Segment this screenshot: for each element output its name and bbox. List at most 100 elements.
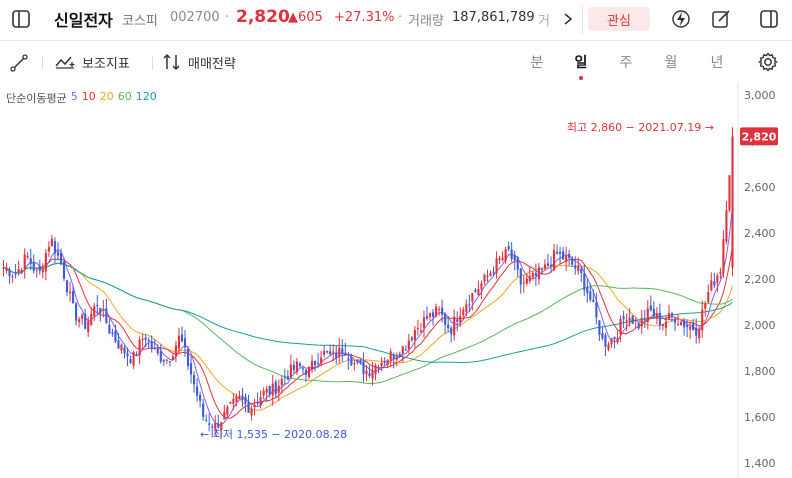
candle-body bbox=[50, 238, 53, 247]
candle-body bbox=[713, 281, 716, 286]
favorite-button[interactable]: 관심 bbox=[588, 7, 650, 31]
edit-icon[interactable] bbox=[710, 8, 732, 30]
candle-body bbox=[471, 293, 474, 302]
ma-line-120 bbox=[3, 262, 733, 363]
price-change-percent: +27.31% bbox=[334, 10, 395, 25]
period-tab-minute[interactable]: 분 bbox=[530, 55, 544, 71]
header-divider-line bbox=[0, 40, 792, 41]
candle-body bbox=[359, 360, 362, 364]
candle-body bbox=[189, 363, 193, 375]
candle-body bbox=[549, 264, 553, 267]
candle-body bbox=[450, 327, 453, 334]
candle-body bbox=[5, 268, 8, 271]
candle-body bbox=[93, 306, 96, 317]
candle-body bbox=[32, 261, 35, 271]
candle-body bbox=[168, 361, 171, 363]
candle-body bbox=[99, 307, 102, 313]
volume-value: 187,861,789 bbox=[452, 10, 535, 25]
candle-body bbox=[202, 403, 205, 417]
strategy-label: 매매전략 bbox=[188, 56, 236, 72]
candle-body bbox=[655, 313, 658, 319]
candle-body bbox=[26, 255, 29, 257]
candle-body bbox=[208, 423, 211, 425]
candle-body bbox=[604, 335, 607, 347]
candle-body bbox=[365, 370, 368, 375]
candle-body bbox=[141, 338, 144, 340]
candle-body bbox=[132, 352, 135, 366]
candle-body bbox=[540, 269, 543, 271]
candle-body bbox=[150, 341, 153, 349]
candle-body bbox=[14, 273, 17, 275]
candle-body bbox=[646, 308, 649, 322]
candle-body bbox=[640, 317, 643, 327]
candle-body bbox=[341, 348, 344, 355]
price-chart[interactable]: 3,0002,8002,6002,4002,2002,0001,8001,600… bbox=[0, 82, 792, 478]
candle-body bbox=[580, 268, 583, 274]
candle-body bbox=[531, 273, 534, 278]
candle-body bbox=[480, 283, 483, 290]
candle-body bbox=[658, 312, 661, 326]
settings-gear-icon[interactable] bbox=[757, 51, 779, 73]
candle-body bbox=[235, 396, 238, 402]
candle-body bbox=[586, 287, 589, 294]
stock-header: 신일전자 코스피 002700 · 2,820 ▲605 +27.31% · 거… bbox=[0, 0, 792, 38]
candle-body bbox=[283, 377, 286, 379]
candle-body bbox=[247, 402, 250, 413]
candle-body bbox=[661, 324, 664, 327]
candle-body bbox=[543, 264, 547, 269]
sidebar-toggle-icon[interactable] bbox=[10, 8, 32, 30]
candle-body bbox=[105, 308, 108, 324]
candle-body bbox=[304, 370, 308, 375]
indicator-label: 보조지표 bbox=[82, 56, 130, 72]
candle-body bbox=[241, 395, 244, 400]
draw-line-icon[interactable] bbox=[8, 52, 30, 74]
candle-body bbox=[2, 267, 5, 269]
candle-body bbox=[683, 320, 686, 328]
indicator-button[interactable]: 보조지표 bbox=[54, 50, 130, 74]
separator-dot: · bbox=[398, 10, 403, 25]
candle-body bbox=[598, 320, 601, 335]
y-tick-label: 2,200 bbox=[744, 273, 776, 286]
candle-body bbox=[416, 327, 419, 329]
ma-legend: 단순이동평균 5 10 20 60 120 bbox=[6, 90, 157, 106]
chevron-right-icon[interactable] bbox=[558, 9, 578, 29]
period-tab-day[interactable]: 일 bbox=[574, 55, 588, 71]
candle-body bbox=[710, 280, 713, 291]
candle-body bbox=[616, 337, 619, 343]
candle-body bbox=[453, 316, 456, 336]
candle-body bbox=[492, 271, 495, 274]
candle-body bbox=[444, 313, 447, 325]
candle-body bbox=[498, 258, 501, 261]
candle-body bbox=[513, 255, 516, 261]
separator-dot: · bbox=[225, 10, 230, 25]
candle-body bbox=[504, 249, 507, 262]
panel-toggle-icon[interactable] bbox=[758, 8, 780, 30]
candle-body bbox=[292, 364, 295, 370]
candle-body bbox=[47, 246, 50, 252]
candle-body bbox=[719, 271, 722, 274]
candle-body bbox=[495, 258, 498, 274]
candle-body bbox=[695, 327, 698, 336]
candle-body bbox=[477, 289, 480, 296]
lightning-icon[interactable] bbox=[670, 8, 692, 30]
candle-body bbox=[271, 383, 274, 396]
candle-body bbox=[153, 348, 156, 350]
candle-body bbox=[332, 351, 335, 353]
period-tab-year[interactable]: 년 bbox=[710, 55, 724, 71]
candle-body bbox=[274, 381, 277, 395]
candle-body bbox=[102, 308, 105, 310]
candle-body bbox=[468, 304, 471, 306]
candle-body bbox=[583, 273, 586, 291]
candle-body bbox=[552, 250, 556, 270]
strategy-button[interactable]: 매매전략 bbox=[162, 50, 236, 74]
period-tab-month[interactable]: 월 bbox=[664, 55, 678, 71]
candle-body bbox=[144, 337, 147, 340]
period-tab-week[interactable]: 주 bbox=[619, 55, 633, 71]
chart-annotations: 최고 2,860 − 2021.07.19 → ← 최저 1,535 − 2020… bbox=[200, 121, 778, 441]
candle-body bbox=[670, 313, 674, 316]
candle-body bbox=[462, 309, 465, 316]
candle-body bbox=[716, 275, 719, 283]
candle-body bbox=[310, 361, 314, 370]
candle-body bbox=[162, 360, 165, 362]
candle-body bbox=[507, 246, 510, 250]
